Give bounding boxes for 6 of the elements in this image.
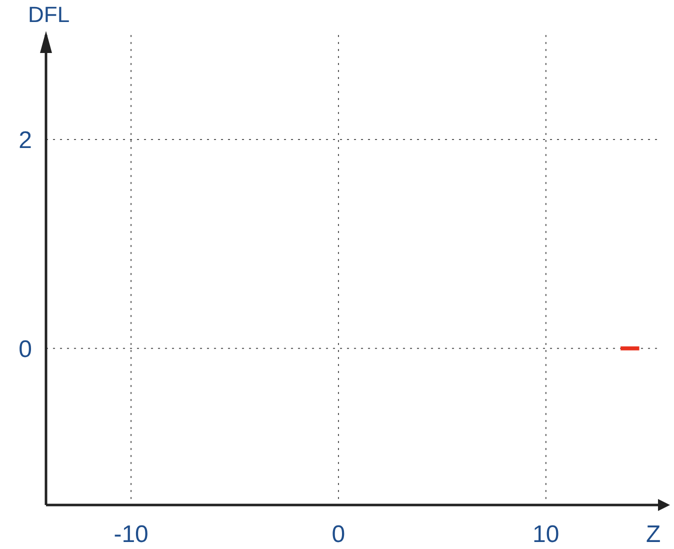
x-axis-title: Z	[646, 521, 661, 549]
y-tick-label: 2	[18, 126, 32, 154]
y-axis-title: DFL	[28, 2, 70, 28]
x-tick-label: -10	[114, 521, 148, 548]
x-tick-label: 0	[332, 521, 346, 548]
x-tick-label: 10	[532, 521, 560, 548]
